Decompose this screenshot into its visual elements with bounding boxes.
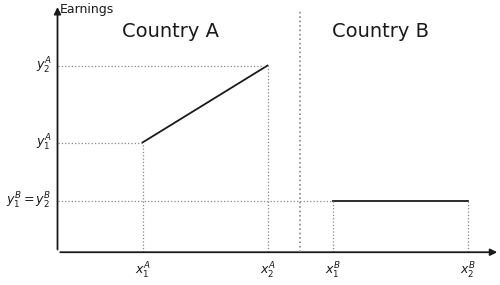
Text: $x_1^A$: $x_1^A$	[134, 261, 150, 281]
Text: $y_1^A$: $y_1^A$	[36, 133, 52, 152]
Text: Country B: Country B	[332, 22, 428, 41]
Text: $x_2^B$: $x_2^B$	[460, 261, 475, 281]
Text: $y_2^A$: $y_2^A$	[36, 56, 52, 76]
Text: Country A: Country A	[122, 22, 218, 41]
Text: $x_2^A$: $x_2^A$	[260, 261, 276, 281]
Text: $y_1^B = y_2^B$: $y_1^B = y_2^B$	[6, 191, 52, 211]
Text: Earnings: Earnings	[60, 3, 114, 16]
Text: $x_1^B$: $x_1^B$	[324, 261, 340, 281]
